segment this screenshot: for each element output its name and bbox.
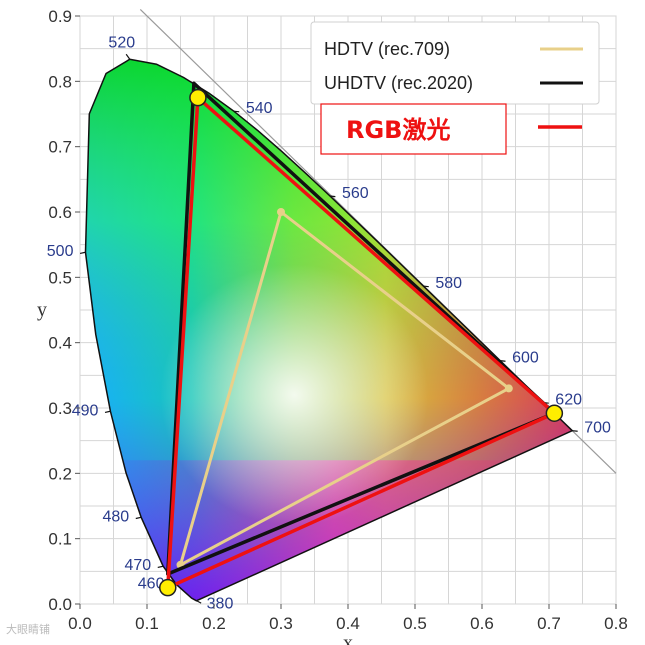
wavelength-tick <box>104 410 111 414</box>
y-tick-label: 0.0 <box>48 595 72 614</box>
y-tick-label: 0.8 <box>48 72 72 91</box>
wavelength-label: 480 <box>102 508 129 525</box>
y-tick-label: 0.7 <box>48 138 72 157</box>
gamut-triangles <box>159 81 564 597</box>
x-tick-label: 0.5 <box>403 614 427 633</box>
wavelength-label: 470 <box>124 557 151 574</box>
wavelength-tick <box>423 285 429 288</box>
y-tick-label: 0.2 <box>48 464 72 483</box>
wavelength-tick <box>196 600 202 604</box>
y-tick-label: 0.6 <box>48 203 72 222</box>
y-tick-label: 0.5 <box>48 268 72 287</box>
legend: HDTV (rec.709) UHDTV (rec.2020) RGB激光 <box>310 21 600 155</box>
wavelength-tick <box>233 110 240 113</box>
wavelength-tick <box>329 195 336 198</box>
axes: 0.0 0.1 0.2 0.3 0.4 0.5 0.6 0.7 0.8 0.0 0.1 0.2 0.3 0… <box>37 7 628 645</box>
wavelength-label: 490 <box>72 402 99 419</box>
x-tick-label: 0.7 <box>537 614 561 633</box>
legend-label-uhdtv: UHDTV (rec.2020) <box>324 73 473 93</box>
y-axis-label: y <box>37 299 47 321</box>
x-tick-label: 0.6 <box>470 614 494 633</box>
primary-marker <box>189 88 207 107</box>
wavelength-label: 580 <box>435 275 462 292</box>
gamut-laser <box>166 95 557 590</box>
x-tick-label: 0.4 <box>336 614 360 633</box>
x-tick-label: 0.8 <box>604 614 628 633</box>
wavelength-label: 700 <box>584 420 611 437</box>
x-tick-label: 0.0 <box>68 614 92 633</box>
y-tick-label: 0.9 <box>48 7 72 26</box>
wavelength-tick <box>79 251 86 255</box>
wavelength-label: 620 <box>555 392 582 409</box>
watermark: 大眼睛铺 <box>6 623 50 636</box>
wavelength-label: 560 <box>342 185 369 202</box>
wavelength-label: 520 <box>108 34 135 51</box>
x-tick-label: 0.2 <box>202 614 226 633</box>
y-tick-label: 0.4 <box>48 334 72 353</box>
legend-label-hdtv: HDTV (rec.709) <box>324 39 450 59</box>
legend-label-laser: RGB激光 <box>346 116 450 144</box>
wavelength-tick <box>500 360 506 362</box>
x-tick-label: 0.3 <box>269 614 293 633</box>
wavelength-label: 500 <box>47 243 74 260</box>
wavelength-tick <box>572 430 578 432</box>
y-tick-label: 0.1 <box>48 530 72 549</box>
wavelength-label: 600 <box>512 350 539 367</box>
wavelength-tick <box>157 565 164 569</box>
gamut-uhdtv <box>166 81 557 576</box>
hdtv-vertex <box>277 208 285 216</box>
primary-marker <box>159 578 177 597</box>
x-axis-label: x <box>343 632 353 645</box>
wavelength-tick <box>135 516 142 520</box>
wavelength-label: 460 <box>138 576 165 593</box>
y-tick-label: 0.3 <box>48 399 72 418</box>
primary-marker <box>545 404 564 422</box>
x-tick-label: 0.1 <box>135 614 159 633</box>
legend-box-laser <box>320 103 507 155</box>
hdtv-vertex <box>504 384 513 393</box>
wavelength-label: 380 <box>207 596 234 613</box>
gamut-hdtv <box>179 210 511 567</box>
wavelength-tick <box>125 53 131 60</box>
wavelength-label: 540 <box>246 100 273 117</box>
